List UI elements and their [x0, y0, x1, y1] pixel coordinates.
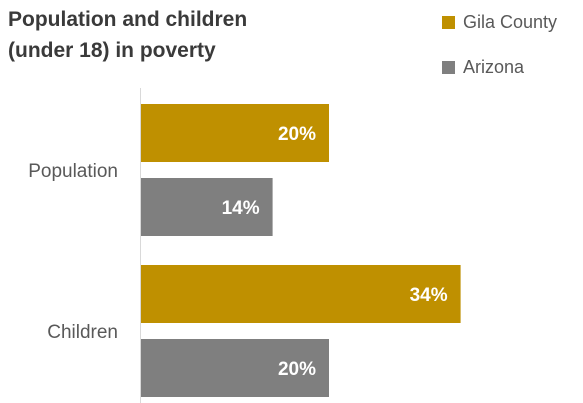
data-label-population-arizona: 14% [222, 198, 260, 219]
chart-title-line-1: Population and children [8, 8, 248, 31]
category-label-children: Children [47, 322, 118, 343]
bar-population-arizona [141, 178, 273, 236]
bar-population-gila-county [141, 104, 329, 162]
legend-label-gila-county: Gila County [463, 11, 558, 32]
legend-item-arizona: Arizona [442, 53, 557, 81]
legend-swatch-gila-county [442, 15, 455, 29]
data-label-population-gila-county: 20% [278, 124, 316, 145]
category-label-population: Population [28, 161, 118, 182]
legend: Gila County Arizona [442, 8, 557, 98]
chart-title: Population and children (under 18) in po… [8, 4, 247, 66]
chart-title-line-2: (under 18) in poverty [8, 39, 216, 62]
legend-swatch-arizona [442, 60, 455, 74]
data-label-children-gila-county: 34% [410, 285, 448, 306]
bar-children-gila-county [141, 265, 461, 323]
legend-item-gila-county: Gila County [442, 8, 557, 36]
legend-label-arizona: Arizona [463, 56, 525, 77]
data-label-children-arizona: 20% [278, 359, 316, 380]
bar-children-arizona [141, 339, 329, 397]
